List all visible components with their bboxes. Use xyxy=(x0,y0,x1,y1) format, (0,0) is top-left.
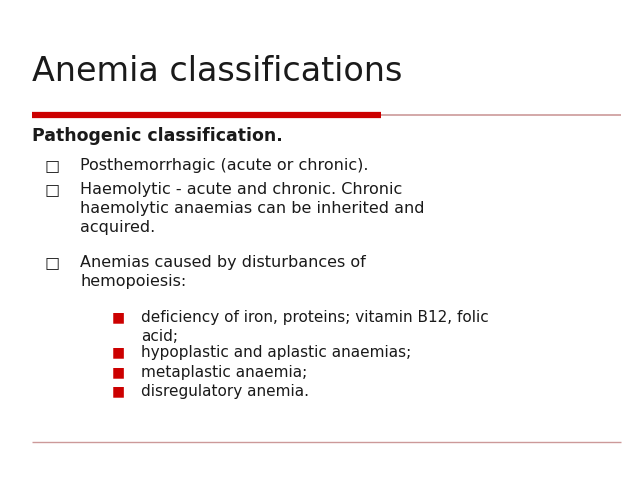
Text: Haemolytic - acute and chronic. Chronic
haemolytic anaemias can be inherited and: Haemolytic - acute and chronic. Chronic … xyxy=(80,182,424,235)
Text: □: □ xyxy=(45,255,60,270)
Text: ■: ■ xyxy=(112,384,125,398)
Text: Anemias caused by disturbances of
hemopoiesis:: Anemias caused by disturbances of hemopo… xyxy=(80,255,365,289)
Text: □: □ xyxy=(45,182,60,197)
Text: □: □ xyxy=(45,158,60,173)
Text: Posthemorrhagic (acute or chronic).: Posthemorrhagic (acute or chronic). xyxy=(80,158,369,173)
Text: disregulatory anemia.: disregulatory anemia. xyxy=(141,384,309,399)
Text: deficiency of iron, proteins; vitamin B12, folic
acid;: deficiency of iron, proteins; vitamin B1… xyxy=(141,310,488,344)
Text: ■: ■ xyxy=(112,310,125,324)
Text: metaplastic anaemia;: metaplastic anaemia; xyxy=(141,365,307,380)
Text: ■: ■ xyxy=(112,365,125,379)
Text: Pathogenic classification.: Pathogenic classification. xyxy=(32,127,283,145)
Text: Anemia classifications: Anemia classifications xyxy=(32,55,403,88)
Text: hypoplastic and aplastic anaemias;: hypoplastic and aplastic anaemias; xyxy=(141,345,411,360)
Text: ■: ■ xyxy=(112,345,125,359)
